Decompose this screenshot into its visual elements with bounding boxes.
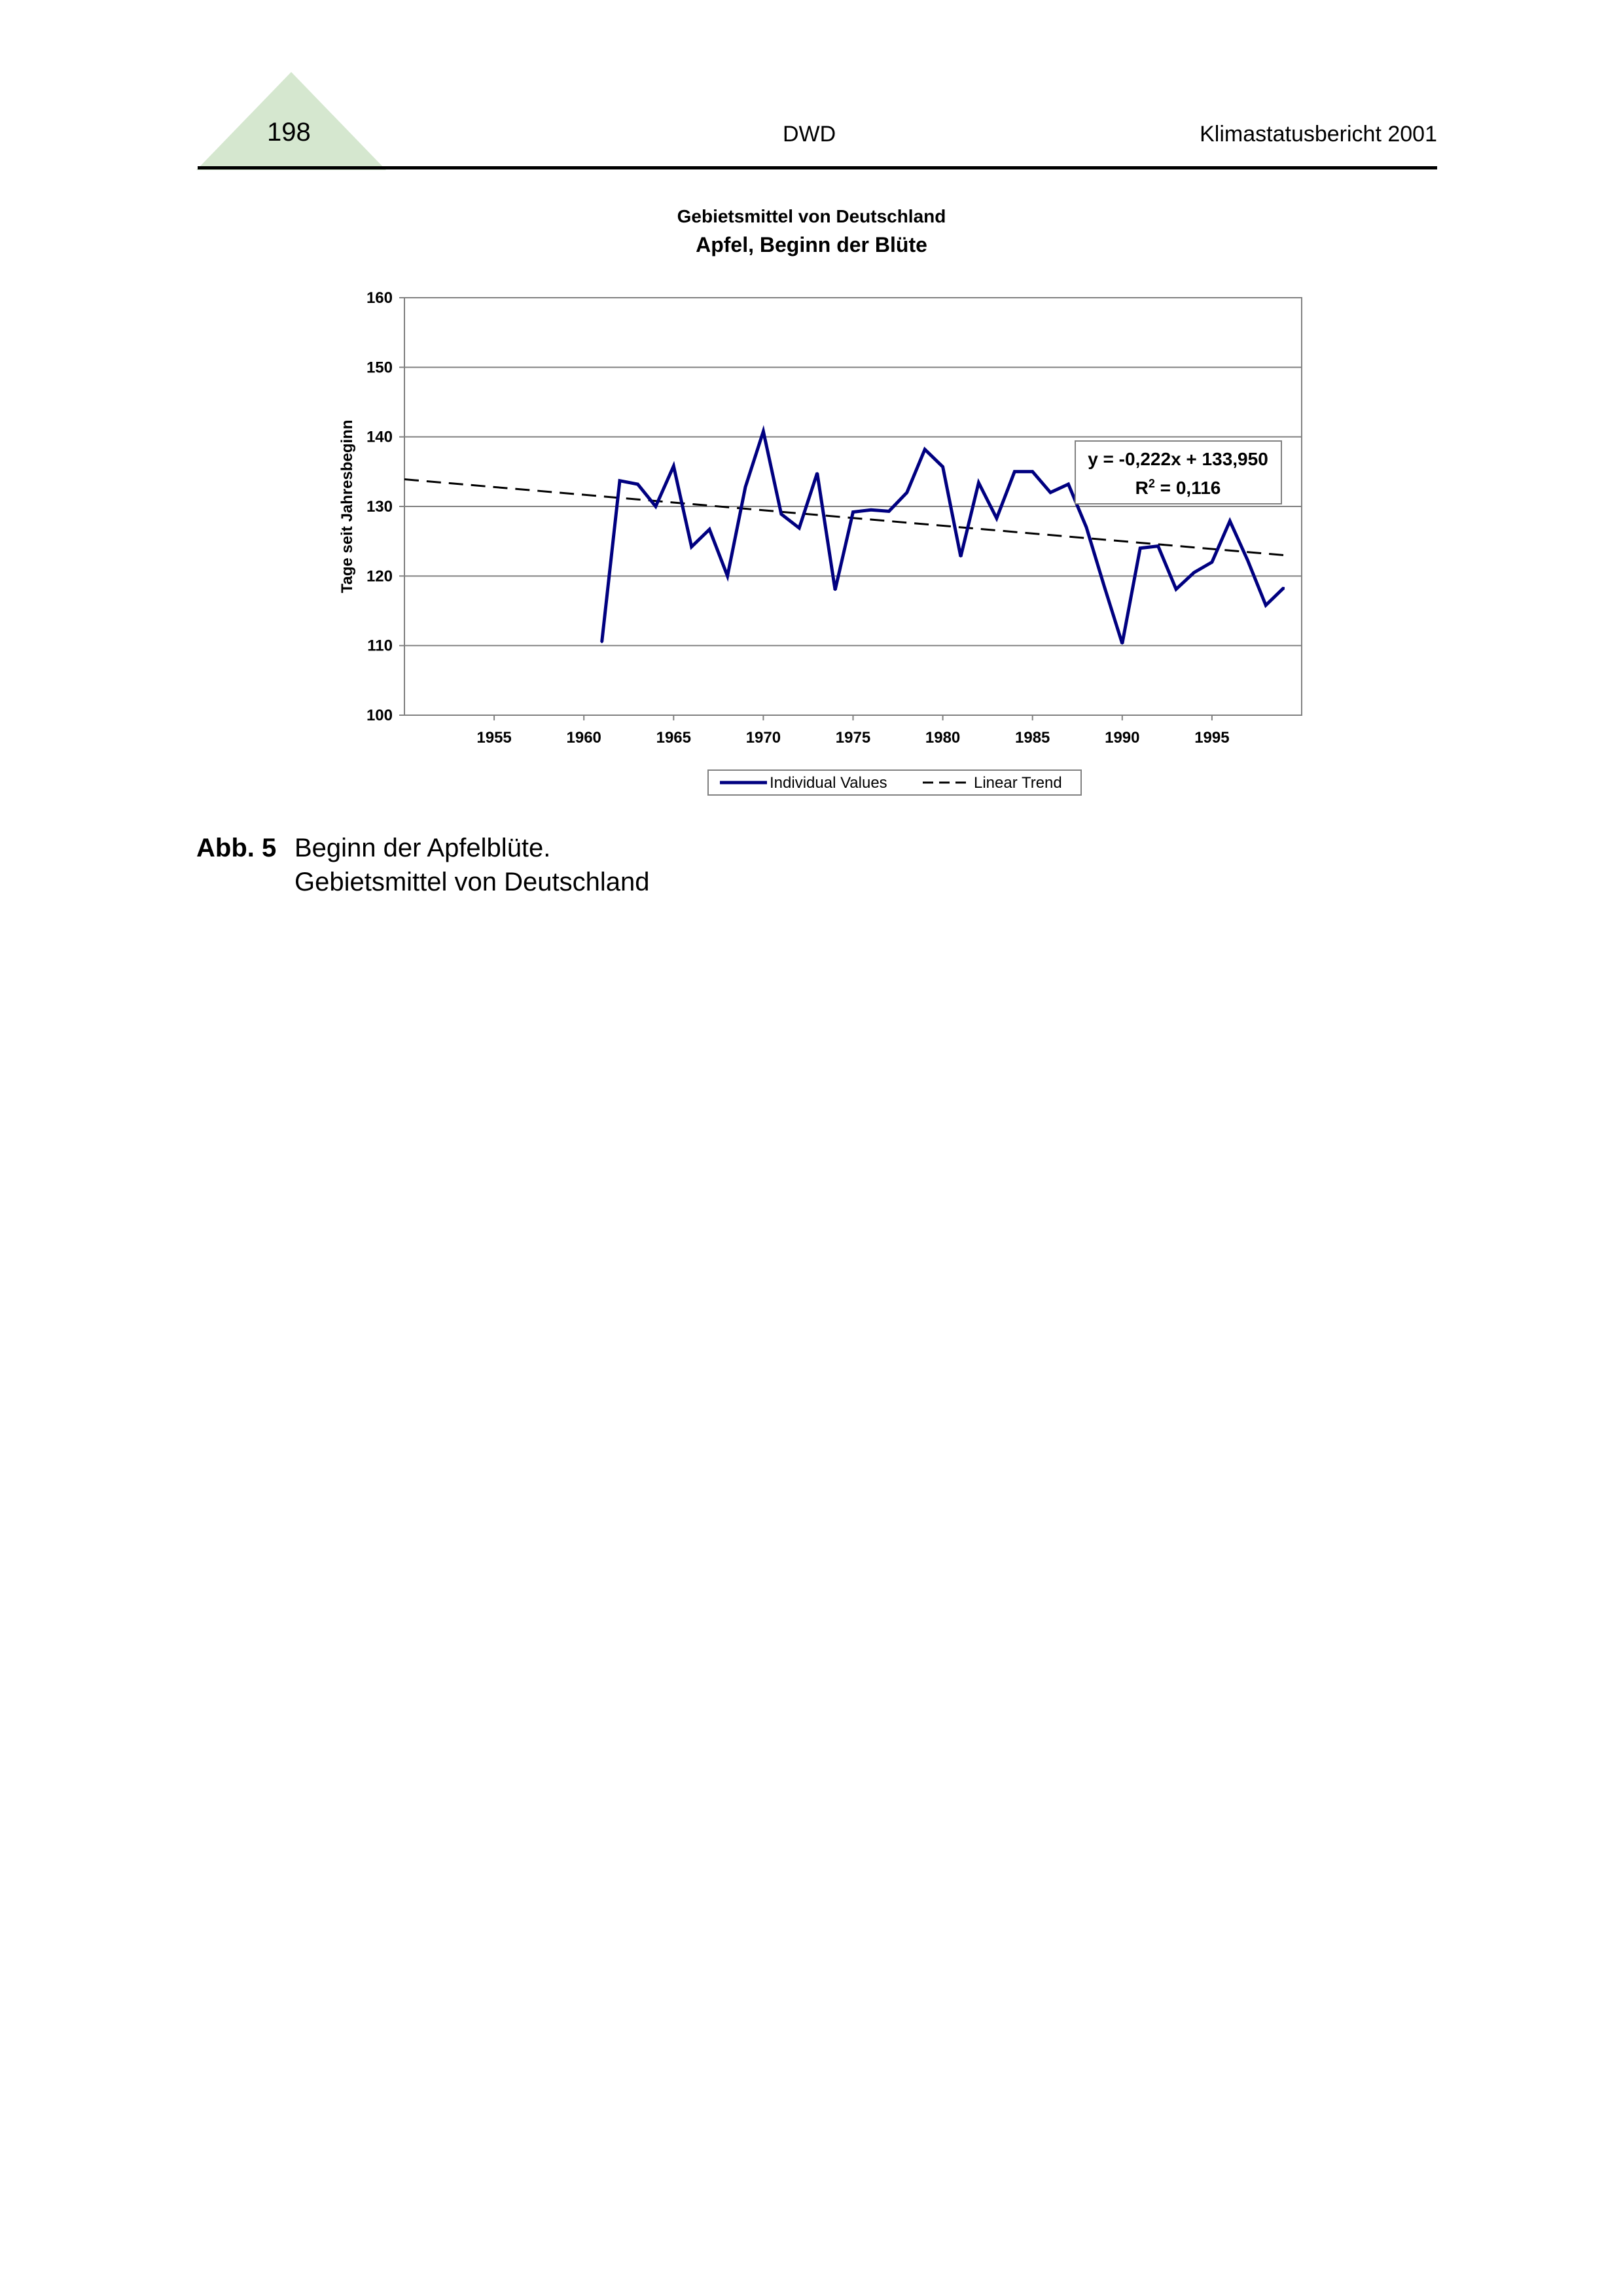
data-point	[1067, 483, 1070, 486]
x-tick-label: 1965	[656, 729, 691, 747]
x-tick-label: 1995	[1194, 729, 1229, 747]
data-point	[1049, 491, 1052, 494]
y-tick-label: 150	[366, 359, 393, 376]
trend-equation: y = -0,222x + 133,950	[1088, 449, 1268, 469]
caption-label: Abb. 5	[196, 834, 277, 862]
data-point	[1211, 561, 1213, 563]
data-point	[654, 505, 657, 508]
caption-line-2: Gebietsmittel von Deutschland	[294, 868, 650, 896]
caption-text: Beginn der Apfelblüte. Gebietsmittel von …	[294, 831, 650, 899]
data-point	[959, 556, 962, 558]
y-tick-label: 110	[367, 637, 393, 655]
legend-label-individual: Individual Values	[770, 774, 887, 792]
header-triangle-decoration	[196, 72, 386, 170]
data-point	[708, 528, 711, 531]
chart: Gebietsmittel von Deutschland Apfel, Beg…	[338, 206, 1302, 796]
page-number: 198	[267, 118, 311, 147]
data-point	[690, 546, 693, 548]
data-point	[1139, 547, 1141, 550]
header-report-title: Klimastatusbericht 2001	[1200, 122, 1437, 147]
caption-line-1: Beginn der Apfelblüte.	[294, 834, 551, 862]
data-point	[1013, 470, 1016, 473]
x-tick-label: 1980	[925, 729, 960, 747]
data-point	[780, 513, 783, 516]
data-point	[1085, 526, 1088, 529]
x-tick-label: 1985	[1015, 729, 1050, 747]
data-point	[1283, 586, 1285, 589]
header-publisher: DWD	[783, 122, 836, 147]
data-point	[1103, 585, 1105, 588]
data-point	[887, 510, 890, 512]
data-point	[923, 448, 926, 451]
trend-r-squared: R2 = 0,116	[1135, 477, 1221, 498]
y-tick-label: 100	[366, 707, 393, 724]
x-tick-label: 1990	[1105, 729, 1139, 747]
x-tick-label: 1955	[476, 729, 511, 747]
data-point	[1121, 642, 1124, 645]
data-point	[1031, 470, 1034, 473]
data-point	[1247, 559, 1249, 562]
data-point	[942, 465, 944, 468]
data-point	[834, 589, 836, 592]
x-tick-label: 1975	[836, 729, 870, 747]
data-point	[726, 574, 729, 577]
legend: Individual Values Linear Trend	[707, 769, 1082, 796]
y-tick-label: 140	[366, 429, 393, 446]
data-point	[1175, 588, 1177, 591]
data-point	[977, 482, 980, 484]
y-axis-label: Tage seit Jahresbeginn	[338, 420, 356, 593]
data-point	[995, 517, 998, 520]
data-point	[762, 430, 764, 433]
y-tick-label: 130	[366, 498, 393, 516]
y-tick-label: 120	[366, 567, 393, 585]
header-rule	[198, 166, 1437, 169]
data-point	[1192, 571, 1195, 574]
chart-subtitle: Apfel, Beginn der Blüte	[696, 233, 927, 256]
trend-equation-box: y = -0,222x + 133,950 R2 = 0,116	[1075, 440, 1282, 504]
chart-title: Gebietsmittel von Deutschland	[677, 206, 946, 226]
data-point	[744, 486, 747, 488]
data-point	[601, 641, 603, 643]
data-point	[906, 491, 908, 494]
x-tick-label: 1970	[746, 729, 781, 747]
data-point	[1228, 520, 1231, 522]
data-point	[618, 480, 621, 482]
x-tick-label: 1960	[567, 729, 601, 747]
data-point	[816, 472, 819, 474]
figure-caption: Abb. 5 Beginn der Apfelblüte. Gebietsmitte…	[196, 831, 650, 899]
data-point	[798, 527, 800, 529]
data-point	[870, 508, 872, 511]
y-tick-label: 160	[366, 289, 393, 307]
data-point	[636, 483, 639, 486]
data-point	[672, 465, 675, 467]
data-point	[1157, 545, 1160, 548]
legend-label-trend: Linear Trend	[974, 774, 1062, 792]
data-point	[1264, 604, 1267, 607]
series-linear-trend	[404, 478, 1284, 556]
data-point	[852, 511, 854, 514]
